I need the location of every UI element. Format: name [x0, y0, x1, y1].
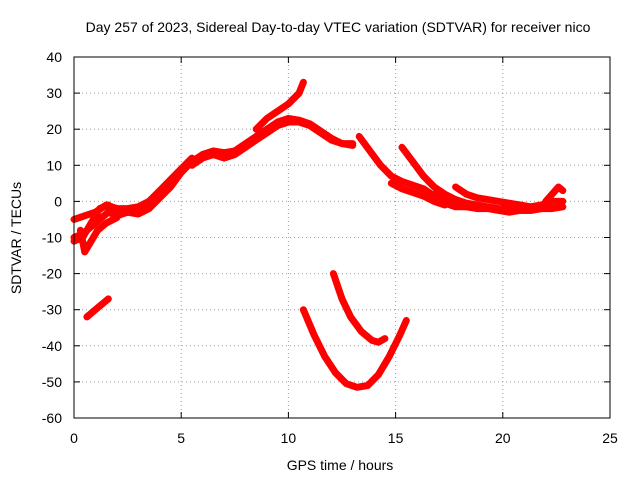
y-tick-label: -20	[42, 266, 62, 282]
x-tick-label: 25	[602, 430, 618, 446]
series-line-trace-early-mid	[70, 154, 196, 223]
y-tick-label: -40	[42, 338, 62, 354]
y-tick-label: 30	[46, 85, 62, 101]
y-axis-label: SDTVAR / TECUs	[8, 182, 24, 294]
y-tick-label: 40	[46, 49, 62, 65]
x-tick-label: 15	[388, 430, 404, 446]
series-line-trace-early-cross	[70, 201, 121, 245]
series-line-trace-late-b	[430, 190, 567, 216]
series-line-trace-rise-b	[188, 114, 357, 166]
series-line-trace-peak	[252, 78, 307, 133]
y-tick-label: 10	[46, 157, 62, 173]
x-tick-label: 0	[70, 430, 78, 446]
y-tick-label: -60	[42, 410, 62, 426]
series-line-trace-morning-neg	[83, 295, 112, 321]
grid-lines	[74, 57, 610, 418]
series-line-trace-neg-bowl-b	[329, 270, 389, 346]
x-tick-label: 10	[281, 430, 297, 446]
x-tick-label: 5	[177, 430, 185, 446]
x-axis-label: GPS time / hours	[287, 457, 394, 473]
y-tick-label: -10	[42, 230, 62, 246]
series-line-trace-descent-b	[387, 179, 449, 209]
series-line-trace-neg-bowl-a	[299, 306, 410, 391]
x-tick-label: 20	[495, 430, 511, 446]
y-tick-label: 20	[46, 121, 62, 137]
y-tick-label: -30	[42, 302, 62, 318]
axis-ticks: 0 5 10 15 20 25 -60 -50 -40 -30 -20 -10 0 10 20 30 40	[42, 49, 618, 446]
series-line-trace-late-tail	[542, 183, 567, 205]
y-tick-label: -50	[42, 374, 62, 390]
data-series	[70, 78, 567, 391]
plot-frame	[73, 56, 611, 419]
chart-title: Day 257 of 2023, Sidereal Day-to-day VTE…	[86, 19, 591, 35]
y-tick-label: 0	[54, 193, 62, 209]
